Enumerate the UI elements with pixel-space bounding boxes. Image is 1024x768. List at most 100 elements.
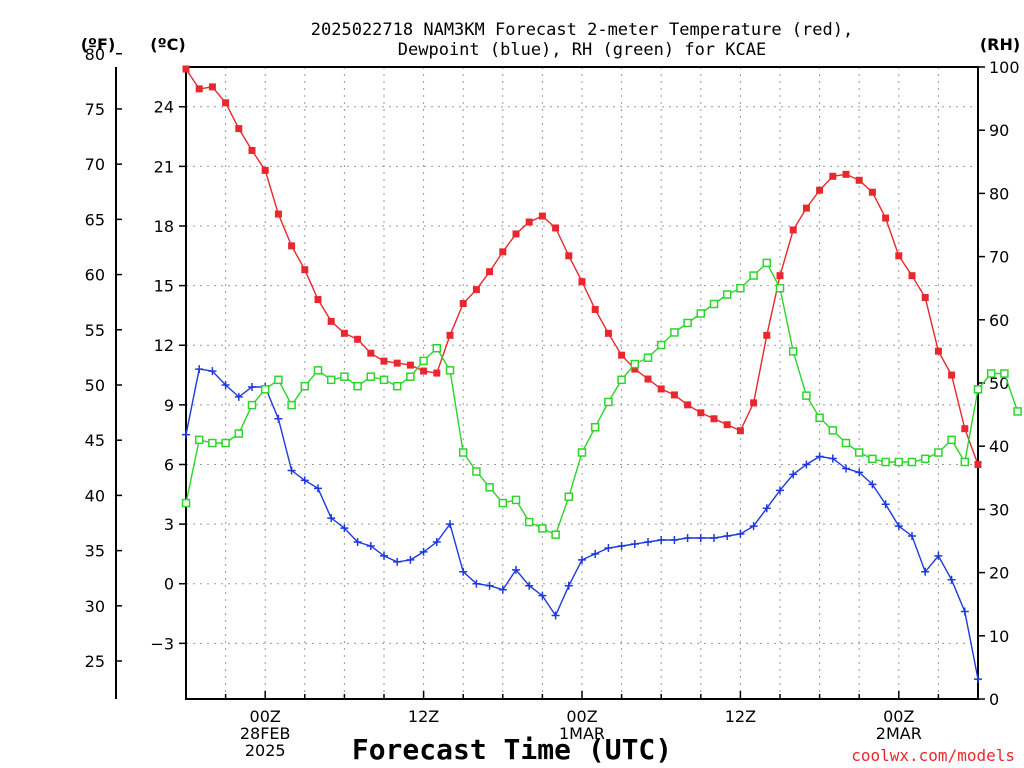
temperature-point: [736, 427, 744, 435]
axes: −3 0 3 6 9 12 15 18 21 24 25 30 35 40 45 50 55 60 65 70 75 80…: [85, 45, 1020, 760]
rh-tick-label: 90: [989, 121, 1009, 140]
dewpoint-point: [696, 534, 705, 543]
rh-point: [326, 375, 336, 385]
rh-tick-label: 60: [989, 311, 1009, 330]
x-tick-label: 2025: [245, 741, 286, 760]
rh-point: [854, 448, 864, 457]
dewpoint-point: [762, 504, 771, 513]
dewpoint-point: [472, 579, 481, 588]
temperature-point: [763, 331, 771, 339]
rh-point: [788, 347, 798, 356]
rh-point: [287, 400, 296, 410]
x-axis-title: Forecast Time (UTC): [352, 733, 672, 766]
temperature-point: [340, 329, 348, 337]
rh-point: [485, 483, 494, 492]
temperature-point: [459, 300, 467, 308]
fahrenheit-tick-label: 35: [85, 542, 105, 561]
series-rh: [181, 258, 1022, 539]
rh-tick-label: 40: [989, 437, 1009, 456]
series-dewpoint: [182, 365, 982, 684]
rh-tick-label: 20: [989, 564, 1009, 583]
celsius-tick-label: 24: [154, 98, 174, 117]
fahrenheit-tick-label: 70: [85, 155, 105, 174]
dewpoint-point: [538, 591, 547, 600]
temperature-point: [248, 146, 256, 154]
rh-point: [802, 391, 811, 400]
rh-point: [907, 457, 917, 467]
rh-point: [524, 517, 534, 527]
credit-text: coolwx.com/models: [851, 746, 1015, 765]
temperature-point: [684, 401, 692, 409]
dewpoint-point: [366, 541, 375, 550]
celsius-tick-label: 21: [154, 157, 174, 176]
temperature-point: [604, 329, 612, 337]
temperature-point: [499, 248, 507, 256]
temperature-point: [961, 425, 969, 433]
dewpoint-point: [657, 536, 666, 545]
rh-point: [868, 454, 877, 464]
rh-point: [736, 283, 745, 293]
dewpoint-point: [248, 382, 256, 391]
temperature-point: [842, 170, 850, 178]
dewpoint-point: [842, 464, 850, 473]
rh-point: [934, 448, 943, 457]
rh-point: [445, 366, 455, 375]
temperature-point: [327, 317, 335, 325]
rh-point: [894, 457, 904, 467]
temperature-point: [802, 204, 810, 212]
dewpoint-point: [974, 675, 982, 684]
dewpoint-point: [855, 468, 864, 477]
rh-point: [181, 498, 191, 508]
temperature-point: [367, 349, 375, 357]
temperature-point: [301, 266, 309, 274]
fahrenheit-tick-label: 30: [85, 597, 105, 616]
rh-point: [749, 271, 758, 280]
dewpoint-point: [327, 514, 336, 523]
temperature-point: [908, 272, 916, 280]
x-tick-label: 28FEB: [240, 724, 291, 743]
temperature-point: [710, 415, 718, 423]
rh-point: [208, 438, 217, 448]
dewpoint-point: [221, 380, 230, 389]
dewpoint-point: [525, 581, 534, 590]
dewpoint-point: [921, 567, 930, 576]
dewpoint-point: [881, 500, 890, 509]
temperature-point: [882, 214, 890, 222]
temperature-point: [380, 357, 388, 365]
dewpoint-point: [300, 476, 309, 485]
temperature-point: [776, 272, 784, 280]
dewpoint-point: [353, 537, 362, 546]
fahrenheit-tick-label: 80: [85, 45, 105, 64]
temperature-point: [525, 218, 533, 226]
celsius-tick-label: 9: [164, 396, 174, 415]
temperature-point: [261, 166, 269, 174]
rh-point: [762, 258, 772, 268]
temperature-point: [618, 351, 626, 359]
temperature-point: [855, 176, 863, 184]
dewpoint-point: [234, 392, 243, 401]
rh-point: [379, 375, 389, 385]
temperature-point: [921, 294, 929, 302]
dewpoint-point: [604, 543, 613, 552]
celsius-unit-label: (ºC): [150, 35, 185, 54]
temperature-point: [472, 286, 480, 294]
x-tick-label: 1MAR: [559, 724, 605, 743]
rh-point: [472, 467, 481, 476]
temperature-point: [816, 186, 824, 194]
rh-point: [392, 381, 402, 391]
dewpoint-point: [644, 537, 652, 546]
rh-point: [881, 457, 890, 467]
rh-point: [590, 422, 600, 432]
rh-tick-label: 0: [989, 690, 999, 709]
temperature-point: [631, 365, 639, 373]
dewpoint-point: [485, 581, 494, 590]
rh-point: [221, 438, 230, 448]
dewpoint-point: [340, 524, 349, 533]
temperature-point: [934, 347, 942, 355]
celsius-tick-label: 6: [164, 455, 174, 474]
dewpoint-point: [459, 567, 468, 576]
dewpoint-point: [868, 480, 877, 489]
dewpoint-point: [960, 607, 969, 616]
dewpoint-point: [446, 520, 454, 529]
